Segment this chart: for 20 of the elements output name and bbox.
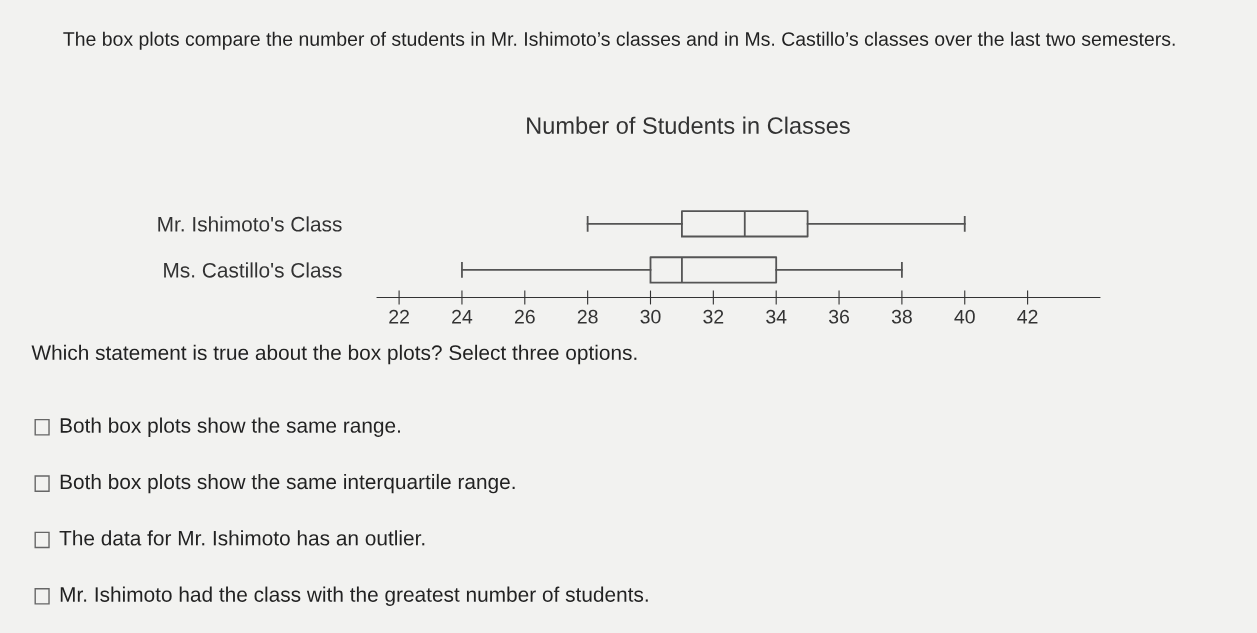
text: Which statement is true about the box plots? Select three options. [31, 344, 637, 365]
y-tick-label: Ms. Castillo's Class [164, 262, 342, 278]
text: Both box plots show the same interquartile range. [60, 473, 515, 494]
x-tick-label: 36 [828, 309, 850, 324]
x-tick-label: 24 [452, 309, 473, 324]
x-tick-label: 38 [891, 309, 912, 324]
x-tick-label: 30 [640, 309, 661, 324]
x-tick-label: 28 [577, 309, 598, 324]
x-tick-label: 40 [954, 309, 975, 324]
x-tick-label: 32 [703, 309, 724, 324]
y-tick-label: Mr. Ishimoto's Class [158, 216, 342, 232]
x-tick-label: 42 [1017, 309, 1038, 324]
text: Both box plots show the same range. [60, 417, 400, 437]
x-tick-label: 26 [514, 309, 535, 324]
chart-title: Number of Students in Classes [527, 116, 850, 134]
text: The box plots compare the number of students in Mr. Ishimoto’s classes and in Ms. Castillo’s classes over the last two semesters. [63, 31, 1175, 50]
x-tick-label: 22 [389, 309, 409, 324]
x-tick-label: 34 [766, 309, 787, 324]
text: Mr. Ishimoto had the class with the greatest number of students. [60, 586, 648, 606]
text: The data for Mr. Ishimoto has an outlier. [59, 530, 425, 546]
